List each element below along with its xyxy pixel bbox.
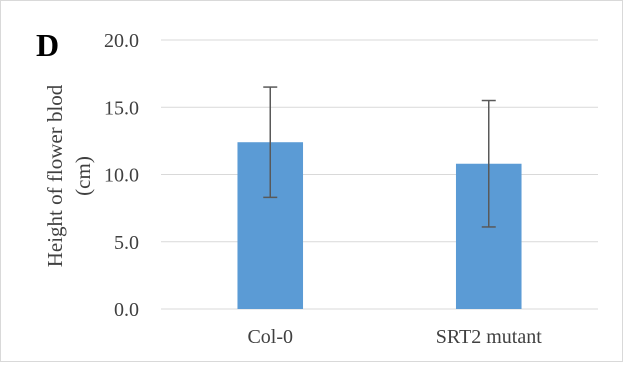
y-tick-label: 15.0 xyxy=(104,97,139,119)
y-tick-label: 20.0 xyxy=(104,30,139,52)
y-tick-label: 5.0 xyxy=(114,232,139,254)
x-tick-label: SRT2 mutant xyxy=(436,326,542,348)
y-axis-ticks: 0.0 5.0 10.0 15.0 20.0 xyxy=(104,30,139,321)
y-axis-label-line-2: (cm) xyxy=(71,156,95,196)
error-bars xyxy=(263,86,496,228)
y-axis-label-line-1: Height of flower blod xyxy=(43,84,67,267)
panel-label: D xyxy=(36,27,59,63)
y-tick-label: 10.0 xyxy=(104,165,139,187)
x-axis-ticks: Col-0 SRT2 mutant xyxy=(247,326,542,348)
y-tick-label: 0.0 xyxy=(114,299,139,321)
x-tick-label: Col-0 xyxy=(247,326,293,348)
gridlines xyxy=(161,39,598,310)
